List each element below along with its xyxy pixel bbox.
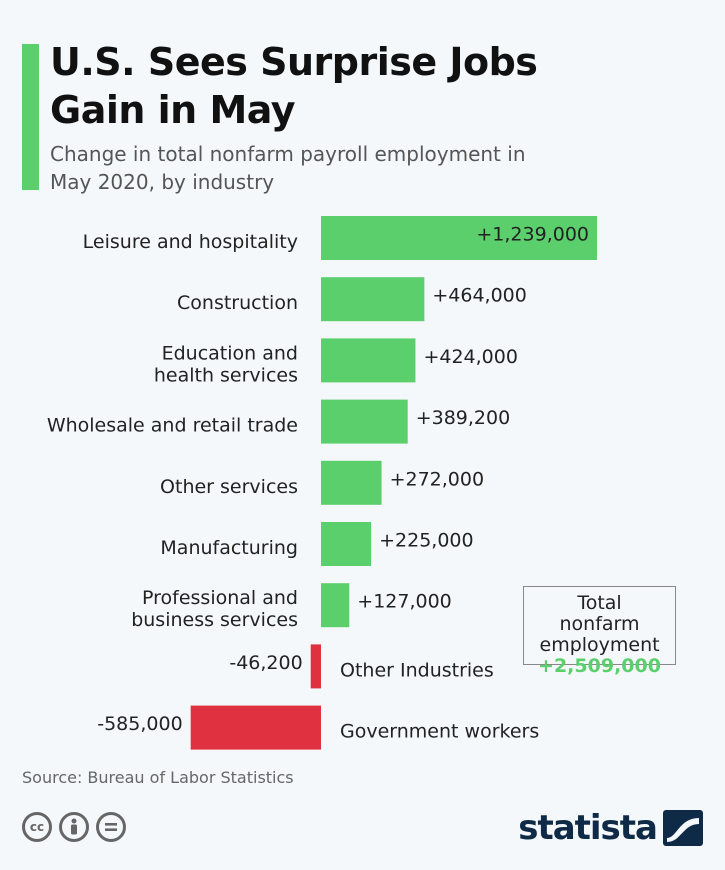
category-label-line: Other Industries	[340, 659, 494, 681]
value-label: +272,000	[390, 468, 485, 490]
chart-title: U.S. Sees Surprise Jobs Gain in May	[50, 40, 538, 132]
value-label: -585,000	[97, 713, 182, 735]
category-label-line: Government workers	[340, 720, 539, 742]
category-label-line: Education and	[162, 342, 298, 364]
value-label: +127,000	[357, 591, 452, 613]
value-label: +464,000	[432, 285, 527, 307]
brand-name: statista	[518, 808, 658, 848]
category-label: Construction	[177, 292, 298, 314]
bar	[310, 644, 321, 689]
cc-icon[interactable]: cc	[22, 812, 52, 842]
category-label: Other services	[160, 475, 298, 497]
value-label: +389,200	[416, 407, 511, 429]
no-derivatives-icon[interactable]	[96, 812, 126, 842]
bar	[321, 583, 350, 628]
category-label: Other Industries	[340, 659, 494, 681]
total-callout: Total nonfarm employment +2,509,000	[523, 586, 676, 677]
category-label-line: Manufacturing	[160, 537, 298, 559]
category-label: Education and health services	[154, 342, 298, 386]
total-label: Total nonfarm employment	[539, 592, 660, 656]
category-label-line: Professional and	[142, 587, 298, 609]
value-label: +225,000	[379, 530, 474, 552]
license-icons: cc	[22, 812, 126, 842]
total-value: +2,509,000	[538, 655, 661, 677]
statista-mark-icon	[663, 810, 703, 846]
bar	[321, 216, 597, 260]
attribution-icon[interactable]	[59, 812, 89, 842]
chart-subtitle: Change in total nonfarm payroll employme…	[50, 142, 526, 194]
category-label-line: Construction	[177, 292, 298, 314]
category-label: Wholesale and retail trade	[47, 414, 298, 436]
category-label: Government workers	[340, 720, 539, 742]
category-label: Professional and business services	[131, 587, 298, 631]
category-label: Manufacturing	[160, 537, 298, 559]
category-label-line: health services	[154, 364, 298, 386]
value-label: +1,239,000	[476, 224, 589, 246]
category-label: Leisure and hospitality	[83, 231, 298, 253]
bar	[321, 338, 416, 383]
bar	[321, 460, 382, 505]
category-label-line: business services	[131, 609, 298, 631]
statista-logo[interactable]: statista	[518, 808, 703, 848]
title-accent-bar	[22, 44, 39, 190]
bar	[321, 277, 425, 322]
bar	[321, 399, 408, 444]
category-label-line: Wholesale and retail trade	[47, 414, 298, 436]
category-label-line: Leisure and hospitality	[83, 231, 298, 253]
value-label: -46,200	[229, 652, 302, 674]
value-label: +424,000	[423, 346, 517, 368]
source-note: Source: Bureau of Labor Statistics	[22, 768, 294, 787]
bar	[321, 522, 372, 566]
bar	[190, 705, 321, 750]
category-label-line: Other services	[160, 475, 298, 497]
